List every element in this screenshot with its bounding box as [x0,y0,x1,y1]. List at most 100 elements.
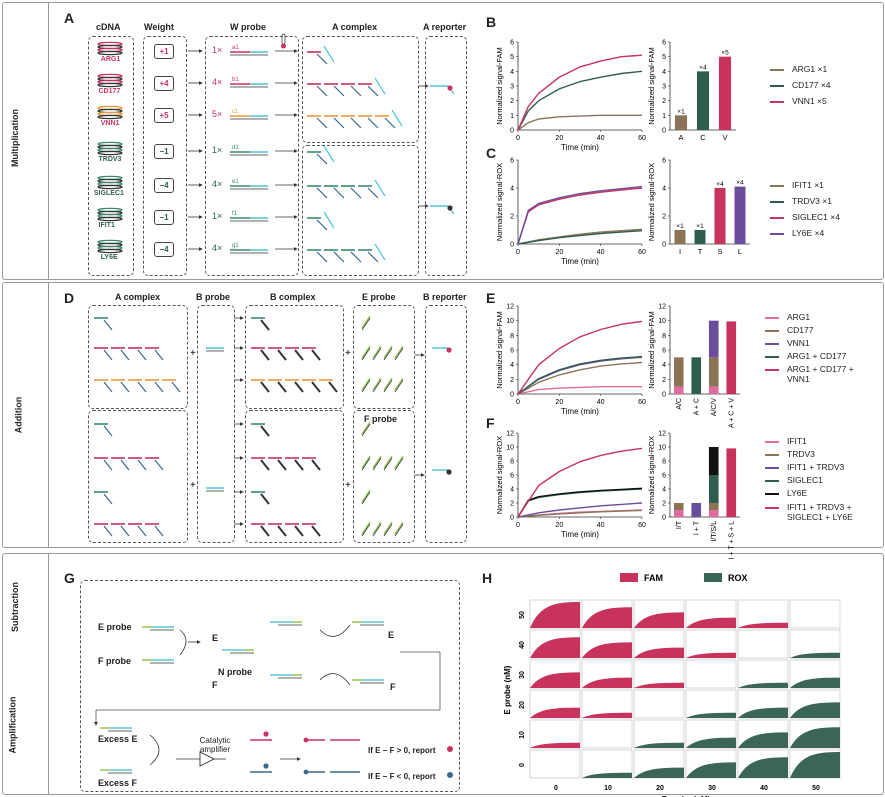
weight-siglec1: −4 [154,178,174,193]
report-rox-dot [447,772,453,778]
d-branch [311,459,321,471]
grid-area [634,742,684,748]
bar-segment [726,448,737,517]
legend-fam-swatch [620,573,638,582]
legend-text: CD177 [787,325,814,335]
grid-area [582,772,632,778]
complex-branch [333,117,345,129]
d-branch [103,525,113,537]
ef-probe [361,523,371,537]
legend-text: VNN1 ×5 [792,96,827,106]
grid-area [790,752,840,778]
y-tick-label: 4 [510,362,514,369]
gene-label-siglec1: SIGLEC1 [93,190,124,197]
legend-swatch [765,453,779,456]
cdna-coil [97,248,123,254]
legend-text: SIGLEC1 ×4 [792,212,840,222]
y-tick-label: 6 [662,348,666,355]
legend-entry: IFIT1 + TRDV3 + SIGLEC1 + LY6E [765,502,882,522]
ef-probe [394,523,404,537]
panel-label-E: E [486,290,496,306]
ef-probe [372,521,382,535]
legend-entry: IFIT1 [765,436,807,446]
series-line [517,386,642,395]
legend-fam-label: FAM [644,573,663,583]
weight-ifit1: −1 [154,210,174,225]
plus: + [190,480,196,491]
a-complex-box-top [302,36,419,143]
legend-entry: TRDV3 ×1 [770,196,832,206]
cdna-coil [97,82,123,88]
x-tick-label: 20 [555,249,563,256]
ef-probe [361,457,371,471]
complex-tail [374,179,386,197]
grid-area [686,712,736,718]
grid-area [686,737,736,748]
y-tick-label: 3 [662,84,666,91]
g-e-probe-label: E probe [98,622,132,632]
grid-area [530,742,580,748]
grid-area [738,707,788,718]
complex-tail [323,45,335,63]
ef-probe [361,521,371,535]
section-multiplication [2,2,884,280]
ef-probe [394,377,404,391]
y-tick-label: 4 [662,186,666,193]
ef-probe [383,523,393,537]
ef-probe [383,457,393,471]
complex-branch [316,53,328,65]
weight-cd177: +4 [154,76,174,91]
panel-label-C: C [486,145,497,161]
legend-entry: ARG1 ×1 [770,64,827,74]
reaction-arrow [319,673,351,686]
d-branch [120,381,130,393]
legend-swatch [765,329,779,332]
y-axis-label: Normalized signal-FAM [647,311,656,389]
rox-dot [303,769,309,775]
legend-swatch [765,440,779,443]
legend-entry: CD177 [765,325,813,335]
bar-segment [708,475,719,503]
x-tick-label: 0 [516,135,520,142]
complex-branch [316,153,328,165]
bar [696,71,710,130]
category-label: I [679,247,681,256]
ef-probe [372,457,382,471]
ef-probe [361,455,371,469]
d-branch [137,349,147,361]
complex-branch [316,187,328,199]
ef-probe [361,345,371,359]
y-tick-label: 8 [510,333,514,340]
bar-label: ×4 [716,181,724,188]
complex-branch [333,85,345,97]
category-label: I/T/S/L [711,521,718,542]
complex-branch [350,85,362,97]
legend-text: VNN1 [787,338,810,348]
y-tick-label: 2 [510,98,514,105]
x-tick-label: 20 [555,522,563,529]
legend-entry: ARG1 + CD177 + VNN1 [765,364,877,384]
y-tick-label: 6 [510,473,514,480]
g-f-probe-label: F probe [98,656,131,666]
grid-area [582,642,632,658]
gene-label-trdv3: TRDV3 [98,156,122,163]
legend-entry: SIGLEC1 ×4 [770,212,840,222]
x-tick-label: 0 [516,249,520,256]
ef-probe [361,317,371,331]
y-tick-label: 0 [662,515,666,522]
header-a-complex: A complex [332,22,378,32]
legend-text: ARG1 ×1 [792,64,828,74]
bar-segment [708,510,719,517]
d-branch [277,349,287,361]
d-branch [120,525,130,537]
weight-trdv3: −1 [154,144,174,159]
bar [694,230,706,244]
panel-label-H: H [482,570,493,586]
a-reporter-box [425,36,467,276]
bar-segment [673,510,684,517]
ef-probe [361,489,371,503]
bar-segment [708,447,719,475]
bar-label: ×1 [676,223,684,230]
